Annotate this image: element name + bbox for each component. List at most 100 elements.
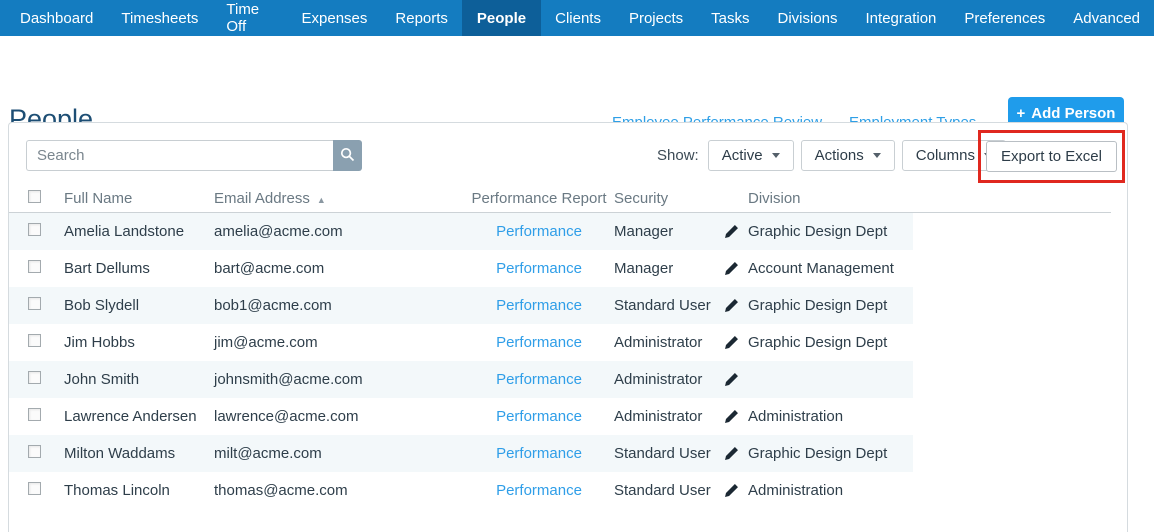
performance-link[interactable]: Performance — [496, 408, 582, 425]
table-row: Thomas Lincoln thomas@acme.com Performan… — [9, 472, 913, 509]
person-name: Bart Dellums — [64, 260, 150, 277]
nav-item-clients[interactable]: Clients — [555, 9, 601, 27]
table-header: Full Name Email Address ▲ Performance Rep… — [9, 184, 1111, 213]
person-division: Administration — [748, 482, 844, 499]
row-checkbox[interactable] — [28, 445, 41, 458]
person-name: Bob Slydell — [64, 297, 140, 314]
columns-label: Columns — [915, 147, 975, 164]
person-name: Milton Waddams — [64, 445, 176, 462]
person-email: bart@acme.com — [214, 260, 325, 277]
row-checkbox[interactable] — [28, 297, 41, 310]
chevron-down-icon — [872, 153, 881, 158]
person-email: amelia@acme.com — [214, 223, 343, 240]
person-email: bob1@acme.com — [214, 297, 332, 314]
nav-item-preferences[interactable]: Preferences — [964, 9, 1046, 27]
person-name: Thomas Lincoln — [64, 482, 170, 499]
table-row: Amelia Landstone amelia@acme.com Perform… — [9, 213, 913, 250]
nav-item-tasks[interactable]: Tasks — [711, 9, 750, 27]
person-email: lawrence@acme.com — [214, 408, 359, 425]
show-filter-dropdown[interactable]: Active — [707, 140, 794, 171]
actions-label: Actions — [814, 147, 864, 164]
person-name: Jim Hobbs — [64, 334, 135, 351]
performance-link[interactable]: Performance — [496, 297, 582, 314]
filter-group: Show: Active Actions Columns — [657, 140, 1006, 171]
performance-link[interactable]: Performance — [496, 334, 582, 351]
table-row: Bob Slydell bob1@acme.com Performance St… — [9, 287, 913, 324]
toolbar: Show: Active Actions Columns Export to E… — [9, 123, 1127, 184]
performance-link[interactable]: Performance — [496, 371, 582, 388]
edit-pencil-icon[interactable] — [724, 409, 739, 424]
column-header-full-name[interactable]: Full Name — [64, 189, 133, 207]
column-header-security[interactable]: Security — [614, 189, 669, 207]
nav-item-reports[interactable]: Reports — [395, 9, 448, 27]
column-header-email[interactable]: Email Address ▲ — [214, 190, 464, 207]
person-division: Graphic Design Dept — [748, 297, 888, 314]
person-security-role: Administrator — [614, 334, 703, 351]
person-security-role: Manager — [614, 260, 674, 277]
person-name: John Smith — [64, 371, 140, 388]
person-security-role: Standard User — [614, 482, 711, 499]
actions-dropdown[interactable]: Actions — [800, 140, 895, 171]
edit-pencil-icon[interactable] — [724, 224, 739, 239]
person-name: Amelia Landstone — [64, 223, 185, 240]
performance-link[interactable]: Performance — [496, 260, 582, 277]
edit-pencil-icon[interactable] — [724, 483, 739, 498]
person-division: Account Management — [748, 260, 894, 277]
nav-item-expenses[interactable]: Expenses — [301, 9, 368, 27]
sort-ascending-icon: ▲ — [316, 194, 326, 205]
nav-item-advanced[interactable]: Advanced — [1073, 9, 1140, 27]
search-group — [26, 140, 362, 171]
nav-item-divisions[interactable]: Divisions — [777, 9, 838, 27]
person-security-role: Manager — [614, 223, 674, 240]
search-icon — [340, 147, 355, 165]
performance-link[interactable]: Performance — [496, 445, 582, 462]
top-nav: Dashboard Timesheets Time Off Expenses Repor… — [0, 0, 1154, 36]
row-checkbox[interactable] — [28, 334, 41, 347]
people-panel: Show: Active Actions Columns Export to E… — [8, 122, 1128, 532]
edit-pencil-icon[interactable] — [724, 446, 739, 461]
performance-link[interactable]: Performance — [496, 223, 582, 240]
search-input[interactable] — [26, 140, 333, 171]
nav-item-integration[interactable]: Integration — [865, 9, 937, 27]
person-security-role: Administrator — [614, 408, 703, 425]
table-row: Milton Waddams milt@acme.com Performance… — [9, 435, 913, 472]
select-all-checkbox[interactable] — [28, 189, 41, 203]
chevron-down-icon — [771, 153, 780, 158]
edit-pencil-icon[interactable] — [724, 335, 739, 350]
nav-item-projects[interactable]: Projects — [628, 9, 684, 27]
edit-pencil-icon[interactable] — [724, 298, 739, 313]
table-row: John Smith johnsmith@acme.com Performanc… — [9, 361, 913, 398]
person-division: Graphic Design Dept — [748, 445, 888, 462]
person-security-role: Standard User — [614, 445, 711, 462]
performance-link[interactable]: Performance — [496, 482, 582, 499]
column-header-division[interactable]: Division — [748, 189, 801, 207]
nav-item-time-off[interactable]: Time Off — [226, 1, 260, 35]
search-button[interactable] — [333, 140, 362, 171]
row-checkbox[interactable] — [28, 223, 41, 236]
person-email: milt@acme.com — [214, 445, 322, 462]
row-checkbox[interactable] — [28, 408, 41, 421]
person-email: thomas@acme.com — [214, 482, 348, 499]
table-row: Bart Dellums bart@acme.com Performance M… — [9, 250, 913, 287]
row-checkbox[interactable] — [28, 371, 41, 384]
people-table-body: Amelia Landstone amelia@acme.com Perform… — [9, 213, 913, 509]
column-header-email-label: Email Address — [214, 189, 310, 207]
nav-item-timesheets[interactable]: Timesheets — [121, 9, 199, 27]
edit-pencil-icon[interactable] — [724, 261, 739, 276]
row-checkbox[interactable] — [28, 482, 41, 495]
export-to-excel-button[interactable]: Export to Excel — [986, 141, 1117, 172]
nav-item-dashboard[interactable]: Dashboard — [20, 9, 94, 27]
nav-item-people[interactable]: People — [461, 0, 542, 36]
page-header: People Employee Performance Review Emplo… — [0, 36, 1154, 134]
edit-pencil-icon[interactable] — [724, 372, 739, 387]
person-division: Administration — [748, 408, 844, 425]
person-division: Graphic Design Dept — [748, 334, 888, 351]
column-header-performance[interactable]: Performance Report — [471, 189, 607, 207]
person-security-role: Administrator — [614, 371, 703, 388]
person-email: johnsmith@acme.com — [214, 371, 363, 388]
show-label: Show: — [657, 147, 699, 164]
table-row: Jim Hobbs jim@acme.com Performance Admin… — [9, 324, 913, 361]
add-person-label: Add Person — [1031, 105, 1116, 122]
plus-icon: + — [1016, 105, 1026, 122]
row-checkbox[interactable] — [28, 260, 41, 273]
